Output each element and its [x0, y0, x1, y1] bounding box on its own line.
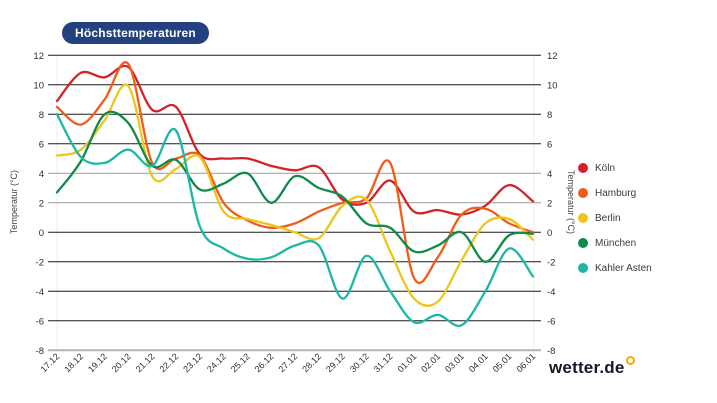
y-tick-label-right: 0: [547, 228, 552, 239]
y-tick-label-left: 8: [39, 110, 44, 121]
x-tick-label: 19.12: [86, 351, 109, 374]
series-line-berlin: [55, 83, 535, 307]
y-tick-label-right: -6: [547, 316, 555, 327]
y-tick-label-right: 2: [547, 198, 552, 209]
y-tick-label-left: 0: [39, 228, 44, 239]
legend-item-koeln: Köln: [578, 159, 652, 177]
y-tick-label-right: -8: [547, 346, 555, 357]
y-tick-label-left: 6: [39, 139, 44, 150]
legend-item-berlin: Berlin: [578, 209, 652, 227]
logo-degree-icon: [625, 356, 635, 365]
logo-text: wetter.de: [549, 358, 625, 377]
y-tick-label-right: 6: [547, 139, 552, 150]
legend-item-kahler-asten: Kahler Asten: [578, 259, 652, 277]
y-axis-title-right: Temperatur (°C): [566, 170, 576, 234]
x-tick-label: 24.12: [205, 351, 228, 374]
y-tick-label-right: 12: [547, 51, 558, 62]
x-tick-label: 29.12: [324, 351, 347, 374]
y-tick-label-right: -2: [547, 257, 555, 268]
x-tick-label: 25.12: [229, 351, 252, 374]
x-tick-label: 02.01: [419, 351, 442, 374]
x-tick-label: 20.12: [110, 351, 133, 374]
series-line-kahler-asten: [55, 113, 535, 328]
x-tick-label: 28.12: [300, 351, 323, 374]
y-tick-label-right: -4: [547, 287, 555, 298]
y-tick-label-right: 10: [547, 80, 558, 91]
y-tick-label-left: -2: [36, 257, 44, 268]
x-tick-label: 03.01: [443, 351, 466, 374]
legend-dot-berlin: [578, 213, 588, 223]
x-tick-label: 27.12: [276, 351, 299, 374]
legend-dot-hamburg: [578, 188, 588, 198]
x-tick-label: 04.01: [467, 351, 490, 374]
chart-title: Höchsttemperaturen: [75, 26, 196, 40]
series-line-muenchen: [55, 110, 535, 263]
x-tick-label: 21.12: [134, 351, 157, 374]
legend-item-muenchen: München: [578, 234, 652, 252]
y-tick-label-right: 8: [547, 110, 552, 121]
wetter-de-logo: wetter.de: [549, 356, 635, 378]
y-tick-label-left: -6: [36, 316, 44, 327]
y-tick-label-left: -4: [36, 287, 44, 298]
series-line-hamburg: [55, 61, 535, 285]
legend-label: Köln: [595, 162, 616, 174]
y-tick-label-left: -8: [36, 346, 44, 357]
y-tick-label-left: 4: [39, 169, 44, 180]
legend-dot-koeln: [578, 163, 588, 173]
x-tick-label: 05.01: [491, 351, 514, 374]
x-tick-label: 23.12: [181, 351, 204, 374]
y-tick-label-left: 2: [39, 198, 44, 209]
legend-label: Hamburg: [595, 187, 637, 199]
y-axis-title-left: Temperatur (°C): [9, 170, 19, 234]
legend-dot-kahler-asten: [578, 263, 588, 273]
y-tick-label-right: 4: [547, 169, 552, 180]
legend-label: Kahler Asten: [595, 262, 652, 274]
y-tick-label-left: 12: [33, 51, 44, 62]
chart-title-badge: Höchsttemperaturen: [62, 22, 209, 44]
legend-label: München: [595, 237, 637, 249]
chart-legend: Köln Hamburg Berlin München Kahler Asten: [578, 159, 652, 277]
x-tick-label: 18.12: [62, 351, 85, 374]
legend-item-hamburg: Hamburg: [578, 184, 652, 202]
y-tick-label-left: 10: [33, 80, 44, 91]
x-tick-label: 06.01: [514, 351, 537, 374]
legend-dot-muenchen: [578, 238, 588, 248]
x-tick-label: 01.01: [395, 351, 418, 374]
series-line-koeln: [55, 64, 535, 216]
x-tick-label: 30.12: [348, 351, 371, 374]
x-tick-label: 31.12: [372, 351, 395, 374]
x-tick-label: 22.12: [157, 351, 180, 374]
x-tick-label: 26.12: [253, 351, 276, 374]
legend-label: Berlin: [595, 212, 621, 224]
